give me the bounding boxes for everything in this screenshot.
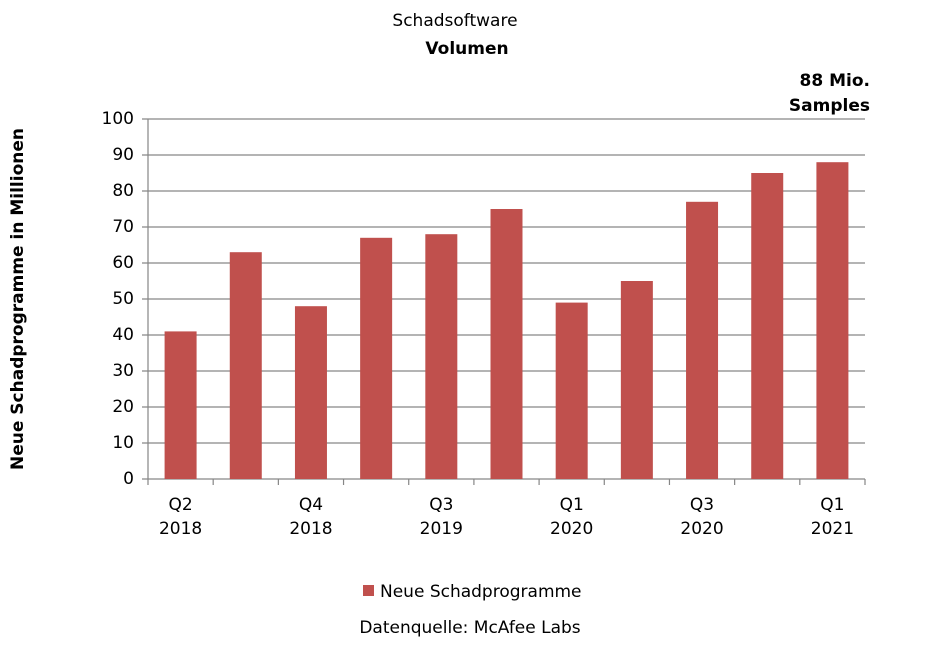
chart-title: Schadsoftware [392,11,517,31]
bar [751,173,784,479]
bar [164,331,197,479]
x-tick-label: Q1 2020 [550,495,594,539]
legend-label: Neue Schadprogramme [380,582,582,602]
bar [555,302,588,479]
bar [490,209,523,479]
bar [229,252,262,479]
chart-subtitle: Volumen [425,39,508,59]
bar [425,234,458,479]
x-tick-label: Q3 2019 [419,495,463,539]
source: Datenquelle: McAfee Labs [359,618,580,638]
y-tick-label: 50 [112,289,134,309]
x-tick-label: Q3 2020 [680,495,724,539]
y-axis-label: Neue Schadprogramme in Millionen [8,128,28,470]
y-tick-label: 0 [123,469,134,489]
x-tick-label: Q1 2021 [810,495,855,539]
bar [686,201,719,480]
y-tick-label: 40 [112,325,134,345]
bar [816,162,849,479]
legend-swatch [363,585,374,596]
x-tick-label: Q2 2018 [158,495,203,539]
y-tick-label: 60 [112,253,134,273]
bar [294,306,327,479]
y-tick-label: 70 [112,217,134,237]
x-tick-label: Q4 2018 [289,495,333,539]
y-tick-label: 80 [112,181,134,201]
y-tick-label: 30 [112,361,134,381]
bar [360,237,393,479]
y-tick-label: 100 [102,109,134,129]
y-tick-label: 20 [112,397,134,417]
annotation: 88 Mio. [800,71,870,91]
y-tick-label: 10 [112,433,134,453]
y-tick-label: 90 [112,145,134,165]
bar [620,281,653,479]
annotation: Samples [789,96,870,116]
